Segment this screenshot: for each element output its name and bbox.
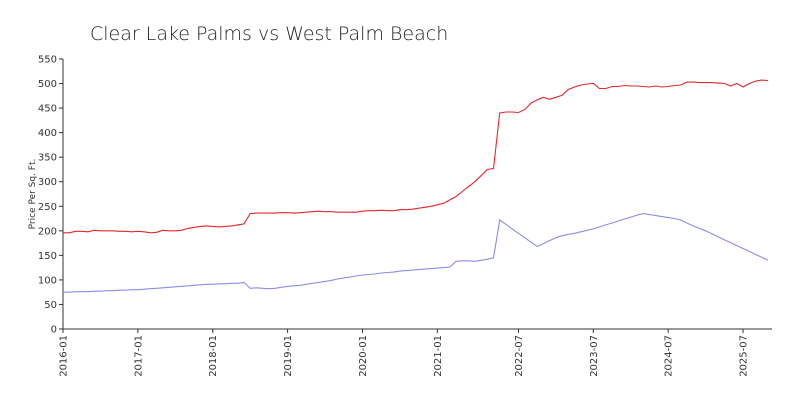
x-tick-label: 2025-07 bbox=[739, 335, 750, 377]
y-tick-label: 0 bbox=[51, 325, 57, 336]
y-tick-label: 350 bbox=[38, 153, 57, 164]
y-axis-label: Price Per Sq. Ft. bbox=[28, 159, 38, 230]
y-tick-label: 200 bbox=[38, 226, 57, 237]
y-tick-label: 400 bbox=[38, 128, 57, 139]
y-tick-label: 250 bbox=[38, 202, 57, 213]
y-tick-label: 150 bbox=[38, 251, 57, 262]
series-line bbox=[63, 213, 769, 293]
x-tick-label: 2023-07 bbox=[589, 335, 600, 377]
x-tick-label: 2018-01 bbox=[208, 335, 219, 377]
x-tick-label: 2021-01 bbox=[433, 335, 444, 377]
y-tick-label: 450 bbox=[38, 104, 57, 115]
x-tick-label: 2020-01 bbox=[358, 335, 369, 377]
y-tick-label: 550 bbox=[38, 55, 57, 66]
y-tick-label: 300 bbox=[38, 177, 57, 188]
x-tick-label: 2019-01 bbox=[283, 335, 294, 377]
chart-title: Clear Lake Palms vs West Palm Beach bbox=[90, 23, 448, 45]
y-tick-label: 100 bbox=[38, 275, 57, 286]
y-tick-label: 500 bbox=[38, 79, 57, 90]
x-tick-label: 2016-01 bbox=[59, 335, 70, 377]
x-tick-label: 2022-07 bbox=[514, 335, 525, 377]
series-line bbox=[63, 79, 769, 234]
y-tick-label: 50 bbox=[44, 300, 57, 311]
x-tick-label: 2017-01 bbox=[133, 335, 144, 377]
x-tick-label: 2024-07 bbox=[664, 335, 675, 377]
